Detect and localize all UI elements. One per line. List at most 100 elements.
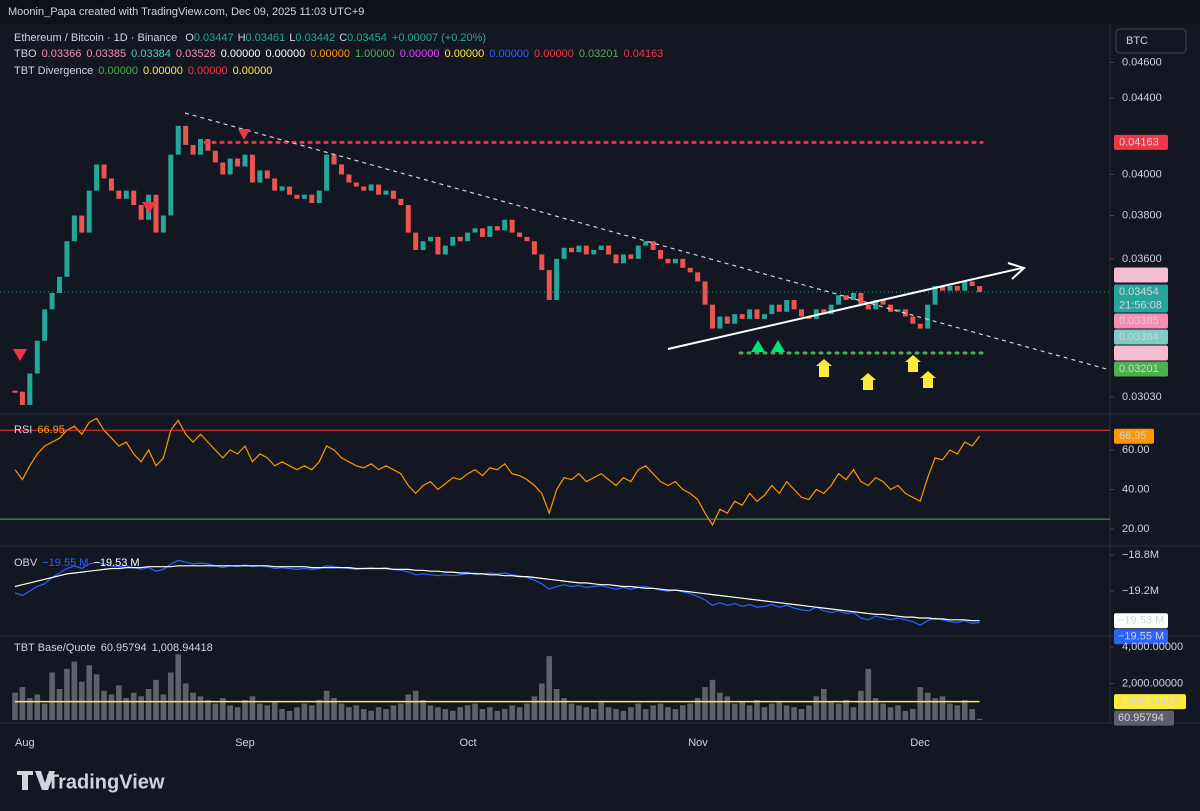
candle (494, 226, 500, 231)
volume-bar (464, 705, 471, 720)
volume-bar (212, 703, 219, 720)
price-tag-label: 0.03385 (1119, 315, 1159, 327)
candle (183, 125, 189, 145)
price-tag-label: 0.03201 (1119, 363, 1159, 375)
volume-bar (642, 709, 649, 720)
legend-name: TBO (14, 48, 37, 60)
volume-bar (798, 709, 805, 720)
candle (198, 139, 203, 155)
volume-bar (672, 709, 679, 720)
volume-bar (257, 703, 263, 720)
volume-bar (457, 707, 463, 720)
volume-bar (271, 701, 278, 720)
volume-bar (249, 696, 256, 720)
volume-bar (227, 705, 233, 720)
volume-bar (286, 710, 293, 720)
legend-value: 0.00000 (233, 65, 273, 77)
volume-bar (665, 707, 671, 720)
candle (279, 186, 285, 191)
candle (442, 245, 448, 255)
x-tick-label: Dec (910, 737, 930, 749)
legend-value: 0.00000 (143, 65, 183, 77)
pane-legend: TBT Base/Quote 60.95794 1,008.94418 (14, 642, 213, 654)
volume-bar (353, 705, 360, 720)
y-tick-label: 60.00 (1122, 444, 1150, 456)
price-tag-label: 0.03454 (1119, 286, 1159, 298)
volume-bar (858, 690, 864, 720)
arrow-head (1007, 262, 1026, 280)
volume-bar (86, 665, 92, 720)
candle (190, 144, 196, 155)
volume-bar (323, 690, 330, 720)
symbol-button-label[interactable]: BTC (1126, 35, 1148, 47)
candle (34, 340, 40, 374)
candle (539, 254, 545, 271)
legend-value: +0.00007 (+0.20%) (392, 32, 486, 44)
candle (628, 254, 634, 259)
candle (925, 304, 931, 329)
volume-bar (27, 698, 33, 720)
candle (205, 139, 211, 151)
candle (576, 245, 582, 253)
x-tick-label: Aug (15, 737, 35, 749)
pane-value: 60.95794 (101, 642, 147, 654)
candle (19, 391, 25, 405)
candle (376, 184, 382, 195)
volume-bar (806, 705, 812, 720)
candle (606, 245, 612, 255)
volume-bar (880, 703, 886, 720)
volume-bar (360, 709, 367, 720)
volume-bar (168, 672, 174, 720)
candle (413, 232, 419, 250)
candle (168, 154, 174, 216)
candle (398, 198, 404, 206)
legend-value: 0.03454 (347, 32, 387, 44)
symbol-button[interactable] (1115, 28, 1187, 54)
legend-name: TBT Divergence (14, 65, 93, 77)
candle (435, 236, 441, 255)
volume-bar (130, 692, 137, 720)
legend-value: 0.00000 (98, 65, 138, 77)
value-tag (1114, 613, 1168, 629)
volume-bar (717, 692, 723, 720)
y-tick-label: 0.04000 (1122, 168, 1162, 180)
candle (220, 162, 226, 175)
candle (71, 215, 77, 242)
volume-bar (709, 679, 716, 720)
candle (873, 299, 879, 310)
volume-bar (635, 703, 642, 720)
candle (754, 309, 760, 319)
legend-entry: −19.53 M (93, 557, 139, 569)
volume-bar (301, 703, 308, 720)
sell-signal (13, 349, 27, 361)
candle (287, 186, 293, 195)
candle (368, 184, 374, 191)
value-tag-label: −19.53 M (1118, 615, 1164, 627)
candle (383, 190, 389, 195)
trend-line (667, 267, 1023, 350)
pane-value: 1,008.94418 (152, 642, 213, 654)
volume-bar (316, 699, 323, 720)
volume-bar (605, 707, 612, 720)
candle (42, 309, 48, 341)
volume-bar (435, 707, 441, 720)
volume-bar (524, 703, 530, 720)
candle (346, 174, 352, 183)
legend-value: 0.00000 (400, 48, 440, 60)
candle (94, 164, 100, 191)
candle (591, 249, 597, 255)
volume-bar (197, 696, 204, 720)
candle (546, 270, 552, 300)
volume-bar (910, 709, 916, 720)
volume-bar (294, 707, 300, 720)
brand-logo (17, 771, 55, 790)
candle (665, 258, 671, 264)
volume-bar (412, 690, 419, 720)
candle (739, 314, 745, 319)
candle (620, 254, 626, 264)
y-tick-label: 4,000.00000 (1122, 641, 1183, 653)
sell-signal (142, 202, 156, 214)
candle (702, 281, 708, 305)
candle (569, 247, 574, 253)
